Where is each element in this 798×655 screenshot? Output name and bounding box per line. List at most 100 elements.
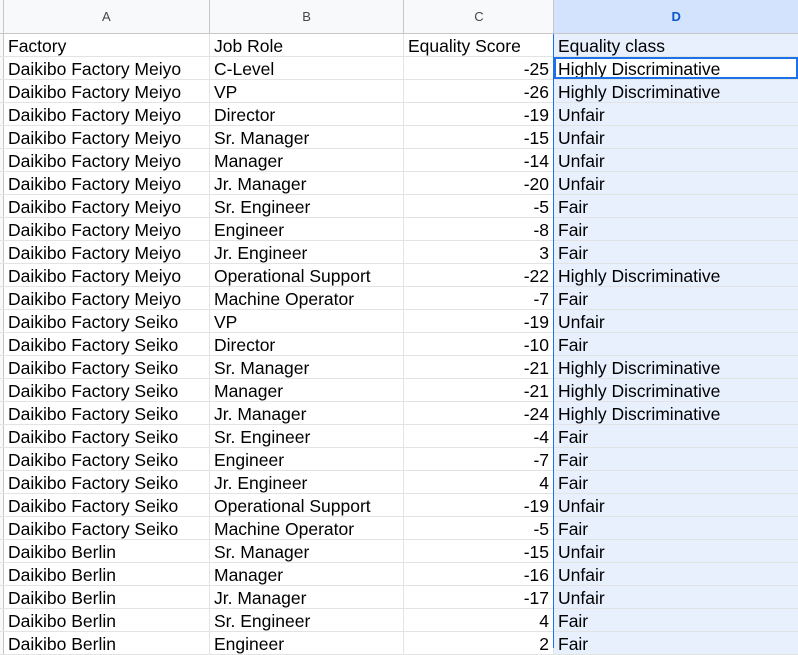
equality-score-cell[interactable]: -4 (404, 425, 554, 447)
equality-class-cell[interactable]: Unfair (554, 149, 798, 171)
row-gutter[interactable] (0, 333, 4, 355)
job-role-cell[interactable]: Sr. Engineer (210, 195, 404, 217)
factory-cell[interactable]: Daikibo Factory Meiyo (4, 241, 210, 263)
row-gutter[interactable] (0, 563, 4, 585)
job-role-cell[interactable]: Jr. Engineer (210, 471, 404, 493)
equality-score-cell[interactable]: 3 (404, 241, 554, 263)
equality-class-cell[interactable]: Unfair (554, 494, 798, 516)
job-role-cell[interactable]: Engineer (210, 448, 404, 470)
job-role-cell[interactable]: Operational Support (210, 494, 404, 516)
equality-score-cell[interactable]: -10 (404, 333, 554, 355)
job-role-cell[interactable]: Machine Operator (210, 287, 404, 309)
cell-c1[interactable]: Equality Score (404, 34, 554, 56)
equality-score-cell[interactable]: -19 (404, 494, 554, 516)
equality-class-cell[interactable]: Unfair (554, 586, 798, 608)
equality-score-cell[interactable]: -25 (404, 57, 554, 79)
equality-score-cell[interactable]: -22 (404, 264, 554, 286)
row-gutter[interactable] (0, 425, 4, 447)
equality-score-cell[interactable]: 2 (404, 632, 554, 654)
row-gutter[interactable] (0, 379, 4, 401)
equality-class-cell[interactable]: Unfair (554, 563, 798, 585)
equality-score-cell[interactable]: -7 (404, 287, 554, 309)
cell-b1[interactable]: Job Role (210, 34, 404, 56)
job-role-cell[interactable]: Jr. Manager (210, 586, 404, 608)
equality-class-cell[interactable]: Unfair (554, 540, 798, 562)
factory-cell[interactable]: Daikibo Factory Meiyo (4, 103, 210, 125)
equality-score-cell[interactable]: -5 (404, 195, 554, 217)
equality-class-cell[interactable]: Fair (554, 241, 798, 263)
factory-cell[interactable]: Daikibo Factory Meiyo (4, 149, 210, 171)
row-gutter[interactable] (0, 195, 4, 217)
job-role-cell[interactable]: Sr. Engineer (210, 609, 404, 631)
job-role-cell[interactable]: Manager (210, 149, 404, 171)
factory-cell[interactable]: Daikibo Factory Meiyo (4, 218, 210, 240)
equality-class-cell[interactable]: Unfair (554, 103, 798, 125)
factory-cell[interactable]: Daikibo Factory Seiko (4, 471, 210, 493)
job-role-cell[interactable]: Jr. Engineer (210, 241, 404, 263)
equality-score-cell[interactable]: 4 (404, 609, 554, 631)
job-role-cell[interactable]: VP (210, 80, 404, 102)
job-role-cell[interactable]: Sr. Manager (210, 356, 404, 378)
factory-cell[interactable]: Daikibo Factory Seiko (4, 356, 210, 378)
job-role-cell[interactable]: Manager (210, 563, 404, 585)
equality-class-cell[interactable]: Fair (554, 448, 798, 470)
factory-cell[interactable]: Daikibo Berlin (4, 540, 210, 562)
equality-class-cell[interactable]: Fair (554, 632, 798, 654)
equality-class-cell[interactable]: Fair (554, 609, 798, 631)
row-gutter[interactable] (0, 264, 4, 286)
factory-cell[interactable]: Daikibo Berlin (4, 609, 210, 631)
factory-cell[interactable]: Daikibo Berlin (4, 632, 210, 654)
select-all-corner[interactable] (0, 0, 4, 34)
equality-score-cell[interactable]: -19 (404, 310, 554, 332)
job-role-cell[interactable]: Jr. Manager (210, 172, 404, 194)
equality-class-cell[interactable]: Fair (554, 517, 798, 539)
equality-score-cell[interactable]: -15 (404, 126, 554, 148)
row-gutter[interactable] (0, 494, 4, 516)
cell-a1[interactable]: Factory (4, 34, 210, 56)
row-gutter[interactable] (0, 402, 4, 424)
factory-cell[interactable]: Daikibo Factory Seiko (4, 333, 210, 355)
column-header-c[interactable]: C (404, 0, 555, 34)
row-gutter[interactable] (0, 34, 4, 56)
equality-class-cell[interactable]: Highly Discriminative (554, 264, 798, 286)
equality-score-cell[interactable]: -17 (404, 586, 554, 608)
equality-class-cell[interactable]: Highly Discriminative (554, 80, 798, 102)
cell-d1[interactable]: Equality class (554, 34, 798, 56)
equality-class-cell[interactable]: Highly Discriminative (554, 356, 798, 378)
row-gutter[interactable] (0, 241, 4, 263)
equality-score-cell[interactable]: -19 (404, 103, 554, 125)
factory-cell[interactable]: Daikibo Factory Meiyo (4, 264, 210, 286)
row-gutter[interactable] (0, 609, 4, 631)
equality-score-cell[interactable]: -26 (404, 80, 554, 102)
equality-score-cell[interactable]: -7 (404, 448, 554, 470)
equality-class-cell[interactable]: Unfair (554, 126, 798, 148)
factory-cell[interactable]: Daikibo Factory Seiko (4, 517, 210, 539)
job-role-cell[interactable]: Manager (210, 379, 404, 401)
row-gutter[interactable] (0, 80, 4, 102)
factory-cell[interactable]: Daikibo Factory Seiko (4, 425, 210, 447)
equality-class-cell[interactable]: Fair (554, 471, 798, 493)
job-role-cell[interactable]: VP (210, 310, 404, 332)
factory-cell[interactable]: Daikibo Factory Meiyo (4, 287, 210, 309)
factory-cell[interactable]: Daikibo Factory Seiko (4, 310, 210, 332)
equality-class-cell[interactable]: Highly Discriminative (554, 57, 798, 79)
equality-score-cell[interactable]: -24 (404, 402, 554, 424)
equality-class-cell[interactable]: Highly Discriminative (554, 402, 798, 424)
job-role-cell[interactable]: Machine Operator (210, 517, 404, 539)
factory-cell[interactable]: Daikibo Factory Seiko (4, 448, 210, 470)
job-role-cell[interactable]: Operational Support (210, 264, 404, 286)
equality-score-cell[interactable]: -14 (404, 149, 554, 171)
equality-score-cell[interactable]: -21 (404, 379, 554, 401)
equality-class-cell[interactable]: Unfair (554, 172, 798, 194)
factory-cell[interactable]: Daikibo Factory Seiko (4, 402, 210, 424)
factory-cell[interactable]: Daikibo Berlin (4, 563, 210, 585)
job-role-cell[interactable]: Engineer (210, 632, 404, 654)
job-role-cell[interactable]: Sr. Manager (210, 126, 404, 148)
job-role-cell[interactable]: Director (210, 103, 404, 125)
row-gutter[interactable] (0, 632, 4, 654)
row-gutter[interactable] (0, 287, 4, 309)
job-role-cell[interactable]: Sr. Engineer (210, 425, 404, 447)
row-gutter[interactable] (0, 356, 4, 378)
equality-score-cell[interactable]: -15 (404, 540, 554, 562)
